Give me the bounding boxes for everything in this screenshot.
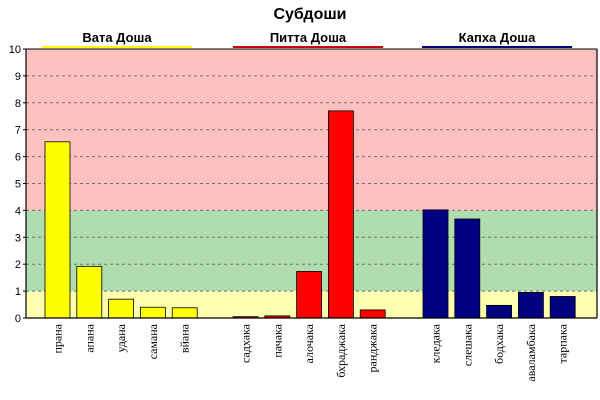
bar-аваламбака [518, 292, 544, 319]
x-label-ранджака: ранджака [366, 323, 380, 372]
x-label-бодхака: бодхака [492, 323, 506, 364]
bar-алочака [296, 271, 323, 319]
x-label-прана: прана [51, 323, 65, 353]
group-header-2: Капха Доша [459, 30, 536, 45]
bar-удана [108, 298, 134, 319]
group-header-1: Питта Доша [270, 30, 347, 45]
x-label-пачака: пачака [270, 323, 284, 357]
y-tick-label-2: 2 [15, 259, 21, 271]
y-tick-labels: 0 1 2 3 4 5 6 7 8 9 10 [9, 44, 26, 325]
bar-вйана [171, 307, 198, 319]
bar-самана [139, 306, 166, 319]
y-tick-label-4: 4 [15, 205, 21, 217]
bar-кледака [422, 209, 449, 319]
y-tick-label-10: 10 [9, 44, 21, 56]
x-label-самана: самана [146, 323, 160, 359]
y-tick-label-6: 6 [15, 152, 21, 164]
x-label-тарпака: тарпака [556, 323, 570, 363]
x-label-кледака: кледака [429, 323, 443, 363]
y-tick-label-8: 8 [15, 98, 21, 110]
x-label-садхака: садхака [239, 323, 253, 363]
y-tick-label-1: 1 [15, 286, 21, 298]
x-label-апана: апана [82, 323, 96, 352]
bar-апана [76, 265, 103, 319]
y-tick-label-5: 5 [15, 179, 21, 191]
chart-title: Субдоши [273, 6, 346, 23]
bar-ранджака [359, 309, 386, 319]
group-header-0: Вата Доша [82, 30, 152, 45]
bar-прана [44, 141, 71, 319]
x-label-вйана: вйана [178, 323, 192, 353]
x-label-бхраджака: бхраджака [334, 323, 348, 377]
bar-слешака [454, 218, 481, 319]
y-tick-label-3: 3 [15, 232, 21, 244]
bars [44, 110, 576, 319]
bar-тарпака [549, 296, 576, 319]
group-headers: Вата Доша Питта Доша Капха Доша [42, 30, 572, 48]
y-tick-label-9: 9 [15, 71, 21, 83]
bar-бхраджака [327, 110, 354, 319]
bar-бодхака [486, 304, 513, 319]
x-label-аваламбака: аваламбака [524, 323, 538, 381]
x-label-алочака: алочака [302, 323, 316, 363]
x-tick-labels: прана апана удана самана вйана садхака пачака а… [51, 323, 570, 381]
y-tick-label-7: 7 [15, 125, 21, 137]
y-tick-label-0: 0 [15, 313, 21, 325]
x-label-слешака: слешака [460, 323, 474, 366]
x-label-удана: удана [114, 323, 128, 352]
